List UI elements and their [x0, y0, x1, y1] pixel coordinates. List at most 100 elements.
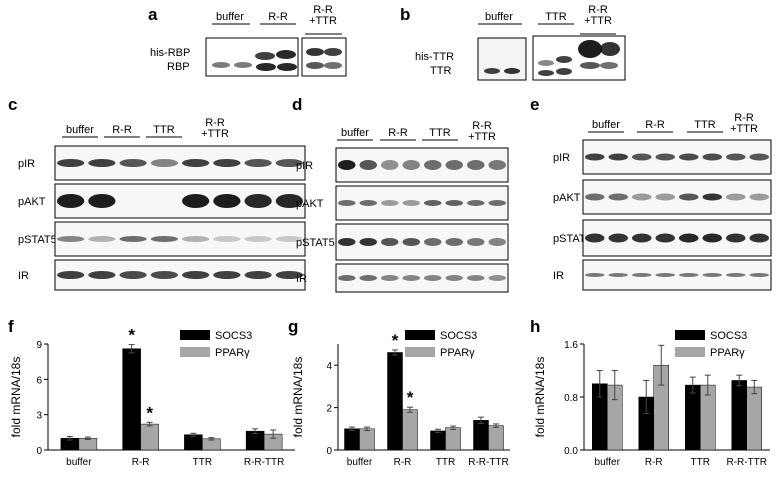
band — [275, 159, 303, 167]
band — [632, 273, 652, 277]
row-label-pAKT: pAKT — [18, 196, 46, 208]
lane-label: +TTR — [584, 15, 612, 27]
blot-b1 — [477, 37, 527, 81]
band — [213, 159, 241, 167]
significance-star: * — [392, 331, 399, 350]
row-label-IR: IR — [296, 273, 307, 285]
band — [608, 273, 628, 277]
band — [538, 60, 554, 66]
lane-label: +TTR — [309, 15, 337, 27]
row-label-IR: IR — [553, 270, 564, 282]
band — [556, 68, 572, 75]
band — [244, 271, 272, 279]
band — [702, 233, 722, 243]
band — [402, 200, 420, 206]
band — [275, 236, 303, 242]
x-tick-label: TTR — [193, 457, 212, 468]
row-label-pSTAT5: pSTAT5 — [553, 233, 592, 245]
band — [488, 275, 506, 281]
band — [182, 236, 210, 242]
legend-swatch — [180, 330, 210, 340]
y-tick-label: 1.6 — [564, 340, 578, 351]
band — [585, 233, 605, 243]
row-label-his-TTR: his-TTR — [415, 51, 454, 63]
y-tick-label: 0 — [326, 446, 332, 457]
band — [445, 200, 463, 206]
band — [324, 62, 342, 69]
band — [244, 236, 272, 242]
bar-PPARγ-R-R — [140, 423, 159, 451]
x-tick-label: buffer — [347, 457, 373, 468]
band — [402, 160, 420, 170]
x-tick-label: buffer — [66, 457, 92, 468]
lane-label: +TTR — [201, 128, 229, 140]
band — [213, 194, 241, 208]
panel-letter-e: e — [530, 95, 539, 114]
band — [726, 233, 746, 243]
band — [445, 160, 463, 170]
band — [600, 42, 620, 56]
x-tick-label: R-R-TTR — [468, 457, 509, 468]
row-label-pIR: pIR — [18, 158, 35, 170]
bar-SOCS3-R-R — [122, 348, 141, 451]
panel-letter-b: b — [400, 5, 410, 24]
band — [359, 238, 377, 246]
band — [488, 238, 506, 246]
panel-letter-g: g — [288, 317, 298, 336]
band — [275, 194, 303, 208]
lane-label: buffer — [485, 11, 513, 23]
lane-label: TTR — [694, 119, 715, 131]
bar-SOCS3-R-R-TTR — [731, 380, 747, 451]
x-tick-label: TTR — [691, 457, 710, 468]
band — [359, 275, 377, 281]
band — [338, 200, 356, 206]
lane-label: +TTR — [730, 123, 758, 135]
y-tick-label: 9 — [36, 340, 42, 351]
band — [702, 193, 722, 201]
legend-entry: PPARγ — [440, 347, 475, 359]
band — [467, 160, 485, 170]
bar-SOCS3-TTR — [685, 384, 701, 451]
x-tick-label: R-R-TTR — [726, 457, 767, 468]
lane-label: R-R — [112, 124, 132, 136]
band — [600, 62, 618, 69]
band — [402, 275, 420, 281]
bar-SOCS3-TTR — [430, 430, 446, 451]
band — [244, 194, 272, 208]
chart-f: 0 3 6 9 fold mRNA/18s buffer R-R * * TTR R-R-TTR SO… — [9, 326, 295, 468]
lane-label: buffer — [341, 127, 369, 139]
band — [655, 233, 675, 243]
bar-SOCS3-TTR — [184, 434, 203, 451]
y-tick-label: 0 — [36, 446, 42, 457]
bar-PPARγ-R-R-TTR — [488, 425, 504, 451]
y-tick-label: 0.0 — [564, 446, 578, 457]
y-axis-label: fold mRNA/18s — [533, 357, 547, 438]
band — [424, 200, 442, 206]
x-tick-label: R-R-TTR — [244, 457, 285, 468]
band — [234, 62, 252, 68]
band — [182, 159, 210, 167]
lane-label: TTR — [545, 11, 566, 23]
band — [244, 159, 272, 167]
lane-label: R-R — [472, 120, 492, 132]
band — [749, 233, 769, 243]
legend-entry: SOCS3 — [215, 330, 252, 342]
band — [679, 193, 699, 201]
blot-a2 — [301, 37, 347, 77]
band — [749, 153, 769, 161]
band — [585, 153, 605, 161]
row-label-pSTAT5: pSTAT5 — [18, 234, 57, 246]
band — [57, 271, 85, 279]
band — [632, 153, 652, 161]
y-tick-label: 2 — [326, 404, 332, 415]
band — [88, 159, 116, 167]
panel-letter-f: f — [8, 317, 14, 336]
band — [213, 236, 241, 242]
panel-letter-h: h — [530, 317, 540, 336]
row-label-TTR: TTR — [430, 65, 451, 77]
legend-swatch — [405, 330, 435, 340]
band — [445, 275, 463, 281]
band — [632, 233, 652, 243]
band — [119, 271, 147, 279]
panel-letter-a: a — [148, 5, 158, 24]
